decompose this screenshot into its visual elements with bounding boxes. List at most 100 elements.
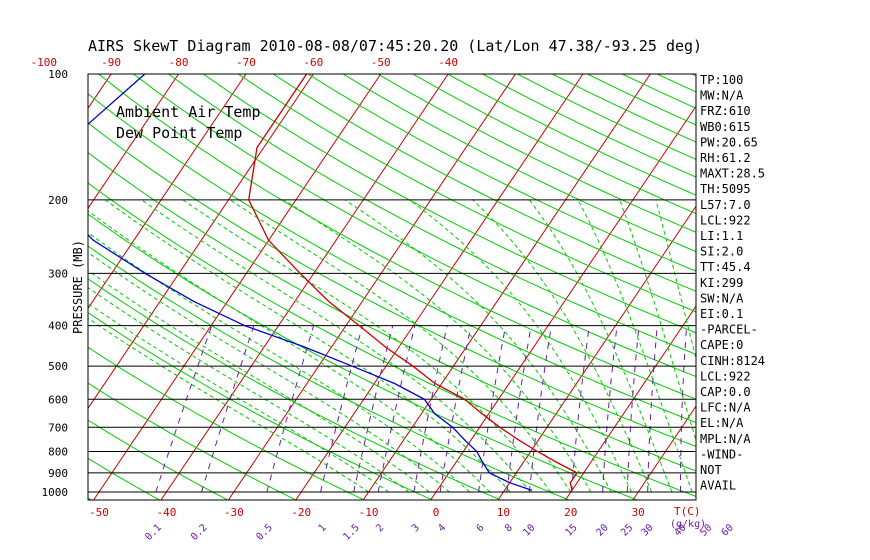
- top-temp-tick-label: -100: [30, 56, 57, 69]
- top-temp-tick-label: -80: [169, 56, 189, 69]
- dry-adiabat-line: [98, 74, 696, 400]
- mixing-ratio-tick-label: 2: [374, 522, 386, 534]
- dew-point-temp-point: [509, 482, 511, 484]
- moist-adiabat-line: [655, 199, 696, 360]
- moist-adiabat-line: [88, 231, 471, 493]
- index-entry: AVAIL: [700, 479, 736, 493]
- ambient-air-temp-point: [499, 426, 501, 428]
- bottom-temp-tick-label: -40: [156, 506, 176, 519]
- legend: Ambient Air Temp Dew Point Temp: [116, 103, 261, 142]
- isotherm-line: [564, 305, 696, 500]
- ambient-air-temp-point: [576, 472, 578, 474]
- dew-point-temp-point: [423, 398, 425, 400]
- moist-adiabat-line: [88, 270, 430, 493]
- isotherm-line: [88, 74, 247, 310]
- moist-adiabat-line: [409, 199, 632, 493]
- index-entry: MAXT:28.5: [700, 167, 765, 181]
- pressure-tick-label: 800: [48, 445, 68, 458]
- mixing-ratio-line: [571, 325, 590, 493]
- index-entry: LI:1.1: [700, 229, 743, 243]
- bottom-temp-tick-label: 0: [433, 506, 440, 519]
- dew-point-temp-point: [193, 300, 195, 302]
- pressure-tick-label: 300: [48, 267, 68, 280]
- ambient-air-temp-point: [256, 147, 258, 149]
- mixing-ratio-tick-label: 4: [436, 522, 448, 534]
- bottom-temp-tick-label: -50: [89, 506, 109, 519]
- isotherm-line: [834, 74, 870, 501]
- moist-adiabat-line: [619, 199, 696, 442]
- ambient-air-temp-point: [268, 239, 270, 241]
- moist-adiabat-line: [182, 199, 551, 493]
- dry-adiabat-line: [88, 122, 696, 447]
- mixing-ratio-line: [602, 325, 618, 493]
- moist-adiabat-line: [229, 199, 572, 493]
- index-entry: CINH:8124: [700, 354, 765, 368]
- bottom-temp-tick-label: 20: [564, 506, 577, 519]
- plot-frame: [87, 73, 697, 501]
- chart-title: AIRS SkewT Diagram 2010-08-08/07:45:20.2…: [88, 37, 702, 55]
- dry-adiabat-line: [88, 457, 161, 500]
- ambient-air-temp-point: [358, 325, 360, 327]
- top-temp-tick-label: -90: [101, 56, 121, 69]
- dry-adiabat-line: [377, 74, 696, 233]
- ambient-air-temp-point: [571, 489, 573, 491]
- dry-adiabat-line: [797, 74, 870, 501]
- dry-adiabat-line: [656, 74, 696, 93]
- index-entry: LCL:922: [700, 369, 751, 383]
- mixing-ratio-unit-label: (g/kg): [670, 519, 706, 530]
- dew-point-temp-point: [394, 382, 396, 385]
- pressure-tick-label: 1000: [42, 486, 69, 499]
- index-entry: MPL:N/A: [700, 432, 751, 446]
- mixing-ratio-tick-label: 0.2: [189, 522, 210, 543]
- index-entry: SW:N/A: [700, 291, 744, 305]
- ambient-air-temp-point: [556, 461, 558, 464]
- mixing-ratio-line: [506, 325, 532, 493]
- dew-point-temp-point: [61, 147, 62, 148]
- dew-point-temp-point: [482, 461, 484, 464]
- ambient-air-temp-point: [412, 365, 414, 367]
- dry-adiabat-line: [203, 74, 696, 334]
- ambient-air-temp-point: [481, 413, 483, 415]
- ambient-air-temp-point: [569, 482, 571, 484]
- mixing-ratio-tick-label: 8: [503, 522, 515, 534]
- ambient-air-temp-point: [328, 300, 330, 302]
- dry-adiabat-line: [447, 74, 696, 196]
- mixing-ratio-tick-label: 10: [521, 522, 537, 538]
- dry-adiabat-line: [307, 74, 696, 272]
- dry-adiabat-line: [133, 74, 696, 378]
- mixing-ratio-line: [528, 325, 552, 493]
- mixing-ratio-line: [320, 325, 363, 493]
- ambient-air-temp-point: [248, 199, 250, 201]
- dry-adiabat-line: [272, 74, 696, 292]
- mixing-ratio-tick-label: 1.5: [341, 522, 362, 543]
- bottom-temp-tick-label: 10: [497, 506, 510, 519]
- index-entry: WB0:615: [700, 120, 751, 134]
- pressure-tick-label: 500: [48, 360, 68, 373]
- index-entry: LCL:922: [700, 213, 751, 227]
- dew-point-temp-point: [476, 450, 478, 453]
- ambient-air-temp-point: [536, 450, 539, 453]
- bottom-temp-tick-label: 30: [632, 506, 645, 519]
- dry-adiabat-line: [168, 74, 696, 355]
- mixing-ratio-tick-label: 15: [563, 522, 579, 538]
- index-entry: PW:20.65: [700, 135, 758, 149]
- ambient-air-temp-point: [434, 382, 436, 385]
- index-entry: -WIND-: [700, 447, 743, 461]
- ambient-air-temp-point: [464, 398, 466, 400]
- dew-point-temp-point: [434, 413, 436, 415]
- dry-adiabat-line: [88, 419, 229, 500]
- moist-adiabat-line: [472, 199, 653, 493]
- mixing-ratio-tick-label: 30: [639, 522, 655, 538]
- isotherm-line: [767, 74, 870, 501]
- dry-adiabat-line: [762, 74, 870, 501]
- pressure-tick-label: 900: [48, 467, 68, 480]
- mixing-ratio-line: [439, 325, 472, 493]
- dew-point-temp-point: [92, 239, 94, 241]
- temperature-unit-label: T(C): [674, 505, 701, 518]
- ambient-air-temp-point: [299, 272, 301, 274]
- isotherm-line: [295, 74, 584, 500]
- top-temp-tick-label: -70: [236, 56, 256, 69]
- dew-point-temp-point: [351, 365, 353, 367]
